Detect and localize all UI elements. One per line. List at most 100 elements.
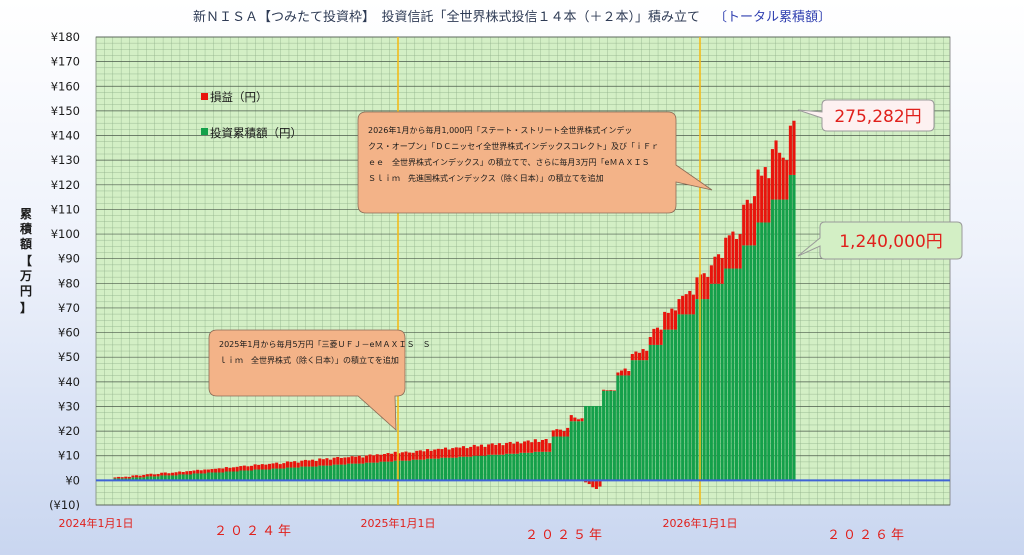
profit-bar [512, 443, 516, 454]
bar-week-160 [688, 290, 692, 481]
profit-bar [271, 463, 275, 469]
bar-week-180 [760, 175, 764, 481]
profit-bar [558, 429, 563, 437]
profit-bar [523, 441, 527, 453]
profit-bar [494, 444, 498, 455]
invested-bar [275, 468, 279, 481]
bar-week-81 [404, 451, 408, 481]
invested-bar [426, 458, 430, 481]
bar-week-67 [354, 456, 358, 481]
bar-week-80 [400, 452, 404, 481]
bar-week-23 [196, 469, 200, 481]
profit-bar [612, 390, 616, 392]
profit-bar [458, 447, 462, 457]
invested-bar [627, 375, 631, 481]
y-tick-label: ¥160 [51, 79, 80, 93]
profit-bar [422, 451, 426, 460]
invested-bar [224, 471, 228, 481]
profit-bar [339, 457, 343, 465]
invested-bar [307, 466, 311, 481]
profit-bar [156, 473, 160, 477]
profit-bar [691, 294, 695, 315]
bar-week-144 [630, 354, 634, 481]
profit-bar [117, 476, 121, 479]
profit-bar [573, 417, 577, 422]
profit-bar [630, 354, 634, 361]
invested-bar [720, 283, 724, 481]
bar-week-24 [199, 470, 203, 481]
profit-bar [681, 295, 685, 315]
profit-bar [131, 475, 135, 478]
invested-bar [591, 405, 595, 481]
invested-bar [131, 477, 135, 481]
profit-bar [267, 463, 272, 470]
profit-bar [429, 450, 433, 459]
profit-bar [375, 454, 379, 463]
invested-bar [232, 471, 236, 481]
profit-bar [634, 351, 638, 361]
profit-bar [221, 468, 225, 473]
profit-bar [490, 443, 494, 455]
invested-bar [357, 463, 361, 481]
bar-week-57 [318, 458, 322, 481]
profit-bar [465, 448, 469, 457]
profit-bar [224, 467, 228, 472]
x-date-label-2024: 2024年1月1日 [59, 516, 134, 530]
bar-week-139 [612, 390, 616, 481]
invested-bar [659, 344, 663, 481]
bar-week-34 [235, 466, 239, 481]
invested-bar [311, 466, 315, 481]
profit-bar [451, 448, 455, 458]
bar-week-145 [634, 351, 638, 481]
profit-bar [203, 469, 207, 474]
profit-bar [357, 455, 361, 464]
invested-bar [645, 360, 649, 481]
profit-bar [372, 455, 376, 463]
invested-bar [217, 472, 221, 481]
bar-week-131 [584, 405, 588, 483]
profit-bar [343, 457, 347, 465]
note-2026: 2026年1月から毎月1,000円「ステート・ストリート全世界株式インデッ クス… [357, 111, 713, 214]
bar-week-7 [138, 475, 142, 481]
invested-bar [469, 456, 473, 481]
bar-week-90 [436, 448, 440, 481]
profit-bar [501, 445, 505, 455]
profit-bar [361, 457, 365, 464]
profit-bar [469, 446, 473, 457]
profit-bar [246, 466, 250, 471]
invested-bar [677, 314, 681, 481]
invested-bar [763, 222, 767, 481]
profit-bar [206, 469, 210, 473]
invested-bar [461, 456, 466, 481]
invested-bar [163, 475, 167, 481]
profit-bar [264, 464, 268, 470]
invested-bar [257, 469, 261, 481]
bar-week-36 [242, 465, 246, 481]
profit-bar [505, 442, 509, 454]
invested-bar [260, 469, 264, 481]
invested-bar [282, 468, 286, 481]
profit-bar [382, 454, 386, 462]
bar-week-44 [271, 463, 275, 481]
profit-bar [576, 419, 580, 422]
bar-week-54 [307, 460, 311, 481]
bar-week-181 [763, 167, 767, 481]
invested-bar [594, 405, 598, 481]
bar-week-41 [260, 464, 264, 481]
invested-bar [364, 462, 369, 481]
bar-week-79 [397, 453, 401, 481]
bar-week-99 [469, 446, 473, 481]
profit-bar [397, 453, 401, 461]
profit-bar [329, 459, 333, 466]
profit-bar [178, 471, 182, 475]
bar-week-182 [767, 178, 771, 481]
bar-week-146 [637, 352, 642, 481]
bar-week-143 [627, 371, 631, 481]
bar-week-70 [364, 455, 369, 481]
profit-bar [544, 438, 548, 452]
y-tick-label: ¥110 [51, 202, 80, 216]
callout-invested-box [797, 221, 963, 260]
bar-week-137 [605, 390, 609, 481]
profit-bar [163, 472, 167, 476]
